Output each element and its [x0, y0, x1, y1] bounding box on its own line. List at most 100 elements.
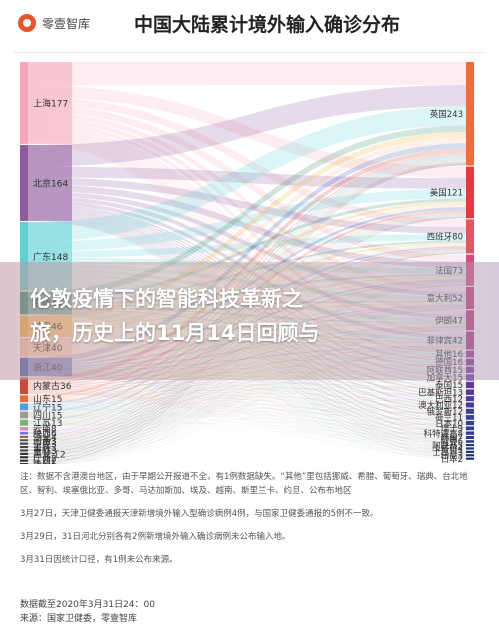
- sankey-link: [28, 407, 466, 418]
- sankey-link: [28, 348, 466, 430]
- sankey-link: [28, 425, 466, 435]
- source-label: 吉林3: [33, 445, 57, 457]
- source-label: 北京164: [33, 177, 68, 189]
- target-node: [466, 408, 474, 414]
- sankey-link: [28, 355, 466, 435]
- sankey-link: [28, 394, 466, 402]
- sankey-link: [28, 336, 466, 446]
- sankey-link: [28, 336, 466, 453]
- target-node: [466, 381, 474, 389]
- target-label: 巴西12: [435, 395, 463, 405]
- sankey-link: [28, 85, 466, 179]
- target-label: 士耳其3: [432, 447, 463, 458]
- sankey-link: [28, 409, 466, 420]
- sankey-link: [28, 393, 466, 446]
- source-node: [20, 442, 28, 445]
- sankey-link: [28, 392, 466, 414]
- sankey-link: [28, 143, 466, 364]
- sankey-link: [28, 376, 466, 456]
- sankey-link: [28, 329, 466, 445]
- sankey-link: [28, 413, 466, 431]
- sankey-link: [28, 393, 466, 435]
- sankey-link: [28, 375, 466, 443]
- sankey-link: [28, 417, 466, 420]
- sankey-link: [28, 387, 466, 431]
- sankey-link: [28, 364, 466, 418]
- sankey-link: [28, 364, 466, 401]
- data-source: 来源：国家卫健委，零壹智库: [20, 614, 138, 624]
- sankey-link: [28, 392, 466, 425]
- sankey-link: [28, 401, 466, 414]
- sankey-link: [28, 379, 466, 392]
- sankey-link: [28, 62, 466, 86]
- sankey-link: [28, 413, 466, 426]
- sankey-link: [28, 355, 466, 425]
- sankey-link: [28, 335, 466, 430]
- source-label: 四川15: [33, 412, 62, 422]
- sankey-link: [28, 372, 466, 402]
- sankey-link: [28, 410, 466, 439]
- sankey-link: [28, 356, 466, 446]
- source-label: 广西2: [33, 452, 57, 464]
- source-node: [20, 445, 28, 449]
- sankey-link: [28, 349, 466, 445]
- sankey-link: [28, 131, 466, 384]
- sankey-link: [28, 364, 466, 425]
- sankey-link: [28, 375, 466, 439]
- sankey-chart: 上海177北京164广东148福建49甘肃46天津40浙江40内蒙古36山东15…: [20, 62, 474, 464]
- source-node: [20, 377, 28, 395]
- sankey-link: [28, 348, 466, 425]
- sankey-link: [28, 364, 466, 410]
- target-node: [466, 389, 474, 395]
- target-label: 荷兰11: [435, 413, 463, 424]
- headline-line-1: 伦敦疫情下的智能科技革新之: [30, 287, 303, 311]
- sankey-link: [28, 329, 466, 434]
- header: 零壹智库 中国大陆累计境外输入确诊分布: [0, 0, 499, 52]
- sankey-link: [28, 380, 466, 425]
- target-label: 澳大利亚12: [418, 400, 463, 411]
- source-node: [20, 449, 28, 452]
- sankey-link: [28, 374, 466, 425]
- sankey-link: [28, 400, 466, 402]
- header-divider: [14, 52, 484, 53]
- sankey-link: [28, 393, 466, 430]
- sankey-link: [28, 356, 466, 453]
- note-2: 3月27日，天津卫健委通报天津新增境外输入型确诊病例4例，与国家卫健委通报的5例…: [20, 509, 379, 519]
- sankey-link: [28, 387, 466, 402]
- sankey-link: [28, 349, 466, 458]
- source-node: [20, 426, 28, 431]
- sankey-link: [28, 349, 466, 462]
- sankey-link: [28, 329, 466, 438]
- sankey-link: [28, 356, 466, 456]
- sankey-link: [28, 356, 466, 443]
- sankey-link: [28, 371, 466, 392]
- sankey-link: [28, 375, 466, 450]
- target-node: [466, 426, 474, 431]
- target-label: 韩国7: [441, 433, 463, 444]
- sankey-link: [28, 126, 466, 361]
- sankey-link: [28, 356, 466, 409]
- target-label: 西班牙80: [427, 232, 463, 243]
- sankey-link: [28, 372, 466, 410]
- sankey-link: [28, 355, 466, 419]
- sankey-link: [28, 348, 466, 441]
- source-node: [20, 419, 28, 426]
- sankey-link: [28, 125, 466, 353]
- sankey-link: [28, 379, 466, 402]
- source-node: [20, 435, 28, 438]
- source-node-band: [20, 62, 72, 144]
- source-label: 广东148: [33, 251, 68, 263]
- source-label: 山东15: [33, 393, 62, 405]
- sankey-link: [28, 128, 466, 369]
- sankey-link: [28, 387, 466, 425]
- sankey-link: [28, 96, 466, 227]
- sankey-link: [28, 348, 466, 438]
- logo-text: 零壹智库: [42, 16, 91, 31]
- sankey-link: [28, 330, 466, 462]
- source-node: [20, 459, 28, 462]
- sankey-link: [28, 425, 466, 431]
- sankey-link: [28, 184, 466, 268]
- source-label: 辽宁15: [33, 401, 62, 413]
- sankey-link: [28, 372, 466, 430]
- sankey-link: [28, 355, 466, 430]
